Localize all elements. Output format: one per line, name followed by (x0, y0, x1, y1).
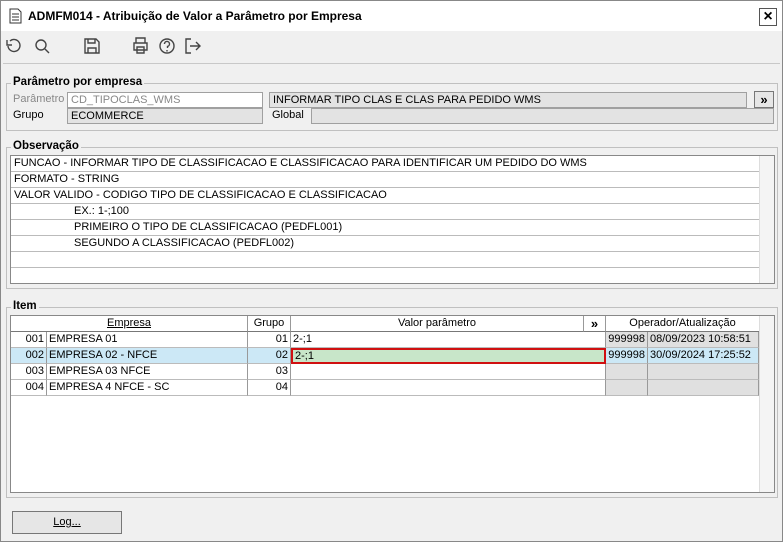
scrollbar[interactable] (759, 156, 774, 283)
column-header[interactable]: Empresa (11, 316, 248, 332)
table-cell[interactable]: 02 (248, 348, 291, 364)
column-header[interactable]: Valor parâmetro (291, 316, 584, 332)
table-cell[interactable]: EMPRESA 02 - NFCE (47, 348, 248, 364)
search-icon[interactable] (35, 39, 50, 54)
print-icon[interactable] (133, 37, 148, 54)
group-legend: Observação (11, 140, 81, 153)
observacao-line (11, 252, 761, 268)
description-field: INFORMAR TIPO CLAS E CLAS PARA PEDIDO WM… (269, 92, 747, 108)
column-header[interactable]: Operador/Atualização (606, 316, 760, 332)
table-cell[interactable]: EMPRESA 4 NFCE - SC (47, 380, 248, 396)
table-cell[interactable]: 004 (11, 380, 47, 396)
window-icon (9, 8, 22, 24)
table-cell[interactable]: 04 (248, 380, 291, 396)
field-label: Parâmetro (13, 93, 65, 105)
grupo-field: ECOMMERCE (67, 108, 263, 124)
table-cell[interactable]: 003 (11, 364, 47, 380)
table-cell[interactable]: 001 (11, 332, 47, 348)
table-cell[interactable]: 08/09/2023 10:58:51 (648, 332, 759, 348)
table-cell[interactable]: 999998 (606, 332, 648, 348)
table-cell[interactable]: 999998 (606, 348, 648, 364)
exit-icon[interactable] (185, 38, 201, 54)
button-label: Log... (53, 516, 81, 528)
scrollbar[interactable] (759, 316, 774, 492)
table-cell[interactable] (291, 380, 606, 396)
field-label: Global (272, 109, 304, 121)
table-cell[interactable]: EMPRESA 03 NFCE (47, 364, 248, 380)
observacao-line: VALOR VALIDO - CODIGO TIPO DE CLASSIFICA… (11, 188, 761, 204)
parametro-group (6, 83, 778, 131)
item-table: Empresa Grupo Valor parâmetro » Operador… (10, 315, 775, 493)
help-icon[interactable] (159, 38, 175, 54)
table-cell[interactable]: 30/09/2024 17:25:52 (648, 348, 759, 364)
table-cell[interactable]: 2-;1 (291, 348, 606, 364)
log-button[interactable]: Log... (12, 511, 122, 534)
field-label: Grupo (13, 109, 44, 121)
observacao-line: SEGUNDO A CLASSIFICACAO (PEDFL002) (11, 236, 761, 252)
save-icon[interactable] (84, 38, 100, 54)
more-button[interactable]: » (754, 91, 774, 108)
item-group (6, 307, 778, 498)
column-header[interactable]: » (584, 316, 606, 332)
separator (3, 63, 780, 64)
table-cell[interactable] (291, 364, 606, 380)
table-cell[interactable] (648, 364, 759, 380)
observacao-line: EX.: 1-;100 (11, 204, 761, 220)
observacao-line: FUNCAO - INFORMAR TIPO DE CLASSIFICACAO … (11, 156, 761, 172)
table-cell[interactable] (606, 380, 648, 396)
window-title: ADMFM014 - Atribuição de Valor a Parâmet… (28, 9, 362, 23)
title-bar (1, 1, 782, 31)
table-cell[interactable]: 01 (248, 332, 291, 348)
table-cell[interactable]: 2-;1 (291, 332, 606, 348)
group-legend: Parâmetro por empresa (11, 76, 145, 89)
observacao-line: FORMATO - STRING (11, 172, 761, 188)
group-legend: Item (11, 300, 39, 313)
observacao-group (6, 147, 778, 289)
global-field (311, 108, 774, 124)
table-cell[interactable]: 002 (11, 348, 47, 364)
undo-icon[interactable] (6, 38, 21, 53)
toolbar (6, 37, 201, 54)
table-cell[interactable]: 03 (248, 364, 291, 380)
table-cell[interactable]: EMPRESA 01 (47, 332, 248, 348)
close-button[interactable]: × (759, 8, 777, 26)
column-header[interactable]: Grupo (248, 316, 291, 332)
observacao-line: PRIMEIRO O TIPO DE CLASSIFICACAO (PEDFL0… (11, 220, 761, 236)
table-cell[interactable] (606, 364, 648, 380)
table-cell[interactable] (648, 380, 759, 396)
observacao-list: FUNCAO - INFORMAR TIPO DE CLASSIFICACAO … (10, 155, 775, 284)
parametro-input[interactable]: CD_TIPOCLAS_WMS (67, 92, 263, 108)
